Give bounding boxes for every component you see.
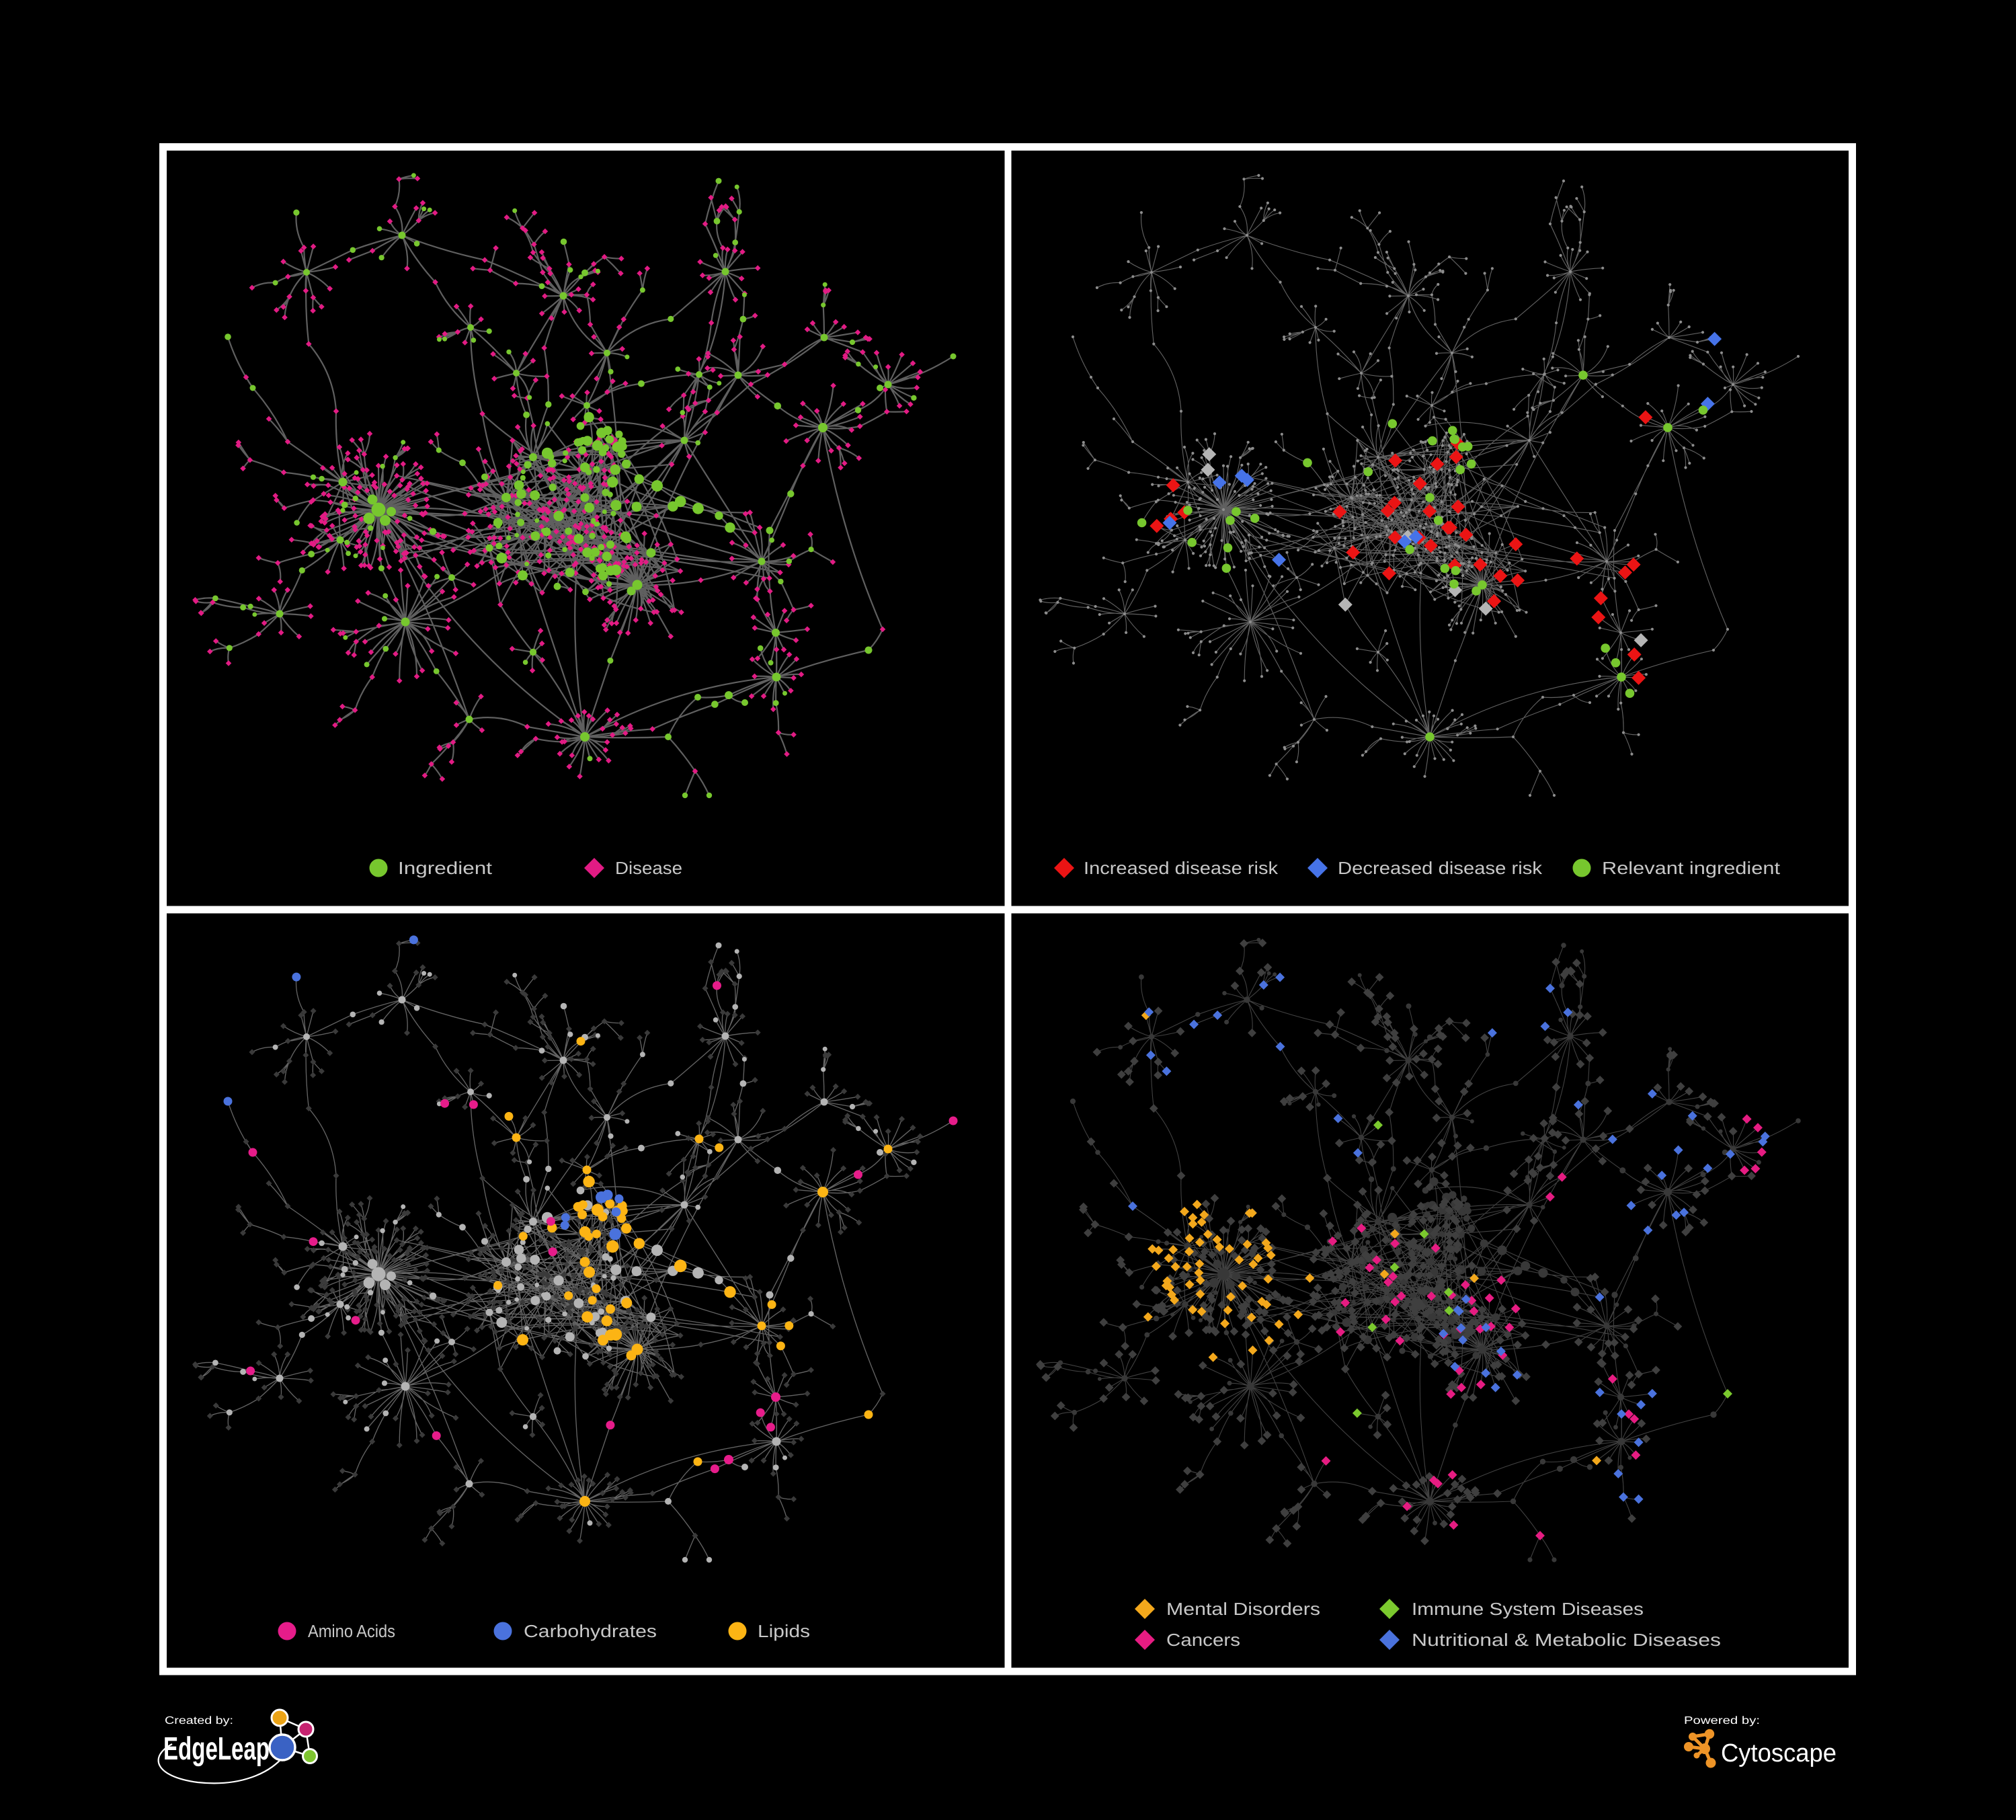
- svg-text:Powered by:: Powered by:: [1684, 1715, 1760, 1727]
- svg-text:Disease: Disease: [615, 858, 682, 878]
- svg-text:Cancers: Cancers: [1166, 1630, 1240, 1650]
- svg-text:Carbohydrates: Carbohydrates: [524, 1621, 657, 1641]
- svg-text:Increased disease risk: Increased disease risk: [1084, 858, 1279, 878]
- svg-text:Decreased disease risk: Decreased disease risk: [1338, 858, 1543, 878]
- svg-text:Immune System Diseases: Immune System Diseases: [1412, 1599, 1644, 1619]
- svg-text:Cytoscape: Cytoscape: [1721, 1739, 1837, 1768]
- svg-text:Lipids: Lipids: [758, 1621, 810, 1641]
- svg-text:Ingredient: Ingredient: [398, 858, 493, 878]
- svg-text:Mental Disorders: Mental Disorders: [1166, 1599, 1320, 1619]
- svg-text:EdgeLeap: EdgeLeap: [163, 1731, 270, 1767]
- svg-text:Relevant ingredient: Relevant ingredient: [1602, 858, 1781, 878]
- svg-text:Nutritional & Metabolic Diseas: Nutritional & Metabolic Diseases: [1412, 1630, 1721, 1650]
- svg-text:Amino Acids: Amino Acids: [308, 1621, 395, 1641]
- svg-text:Created by:: Created by:: [165, 1715, 233, 1727]
